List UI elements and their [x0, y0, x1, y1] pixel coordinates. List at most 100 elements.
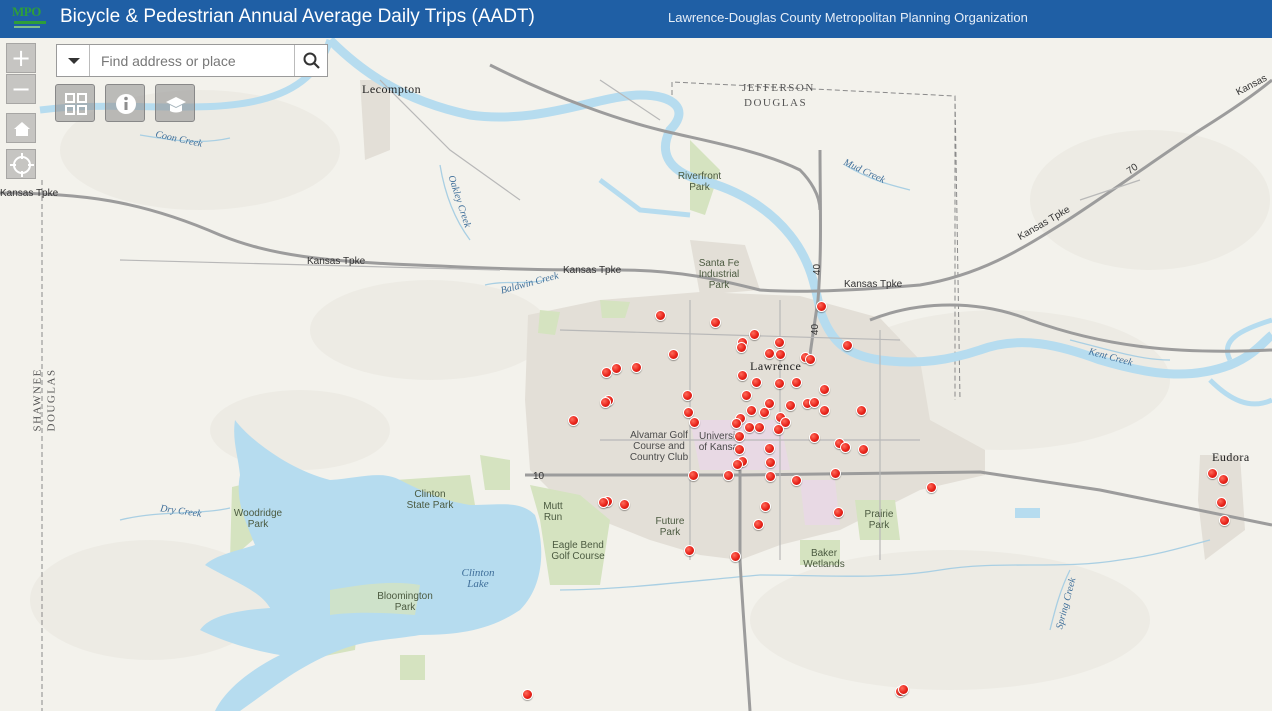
- count-location-marker[interactable]: [682, 390, 693, 401]
- about-button[interactable]: [105, 84, 145, 122]
- count-location-marker[interactable]: [611, 363, 622, 374]
- count-location-marker[interactable]: [898, 684, 909, 695]
- count-location-marker[interactable]: [737, 370, 748, 381]
- count-location-marker[interactable]: [1216, 497, 1227, 508]
- count-location-marker[interactable]: [842, 340, 853, 351]
- label-woodridge-park: Woodridge Park: [233, 508, 283, 530]
- count-location-marker[interactable]: [858, 444, 869, 455]
- label-kansas-tpke-3: Kansas Tpke: [844, 279, 903, 290]
- label-douglas-left: DOUGLAS: [45, 368, 58, 432]
- count-location-marker[interactable]: [1218, 474, 1229, 485]
- count-location-marker[interactable]: [723, 470, 734, 481]
- count-location-marker[interactable]: [764, 443, 775, 454]
- zoom-in-button[interactable]: +: [6, 43, 36, 73]
- count-location-marker[interactable]: [760, 501, 771, 512]
- logo-text: MPO: [12, 4, 41, 19]
- count-location-marker[interactable]: [805, 354, 816, 365]
- count-location-marker[interactable]: [734, 431, 745, 442]
- locate-icon: [10, 153, 34, 177]
- legend-layers-icon: [166, 97, 186, 113]
- about-info-icon: [116, 94, 136, 114]
- count-location-marker[interactable]: [689, 417, 700, 428]
- count-location-marker[interactable]: [568, 415, 579, 426]
- count-location-marker[interactable]: [773, 424, 784, 435]
- search-input[interactable]: [90, 45, 294, 76]
- count-location-marker[interactable]: [791, 475, 802, 486]
- count-location-marker[interactable]: [710, 317, 721, 328]
- count-location-marker[interactable]: [765, 471, 776, 482]
- count-location-marker[interactable]: [731, 418, 742, 429]
- count-location-marker[interactable]: [746, 405, 757, 416]
- home-icon: [14, 122, 30, 136]
- label-eudora: Eudora: [1212, 450, 1250, 464]
- map-canvas[interactable]: Lecompton JEFFERSON DOUGLAS SHAWNEE DOUG…: [0, 38, 1272, 711]
- label-alvamar: Alvamar Golf Course and Country Club: [629, 430, 689, 463]
- home-button[interactable]: [6, 113, 36, 143]
- count-location-marker[interactable]: [856, 405, 867, 416]
- count-location-marker[interactable]: [688, 470, 699, 481]
- count-location-marker[interactable]: [764, 398, 775, 409]
- app-subtitle: Lawrence-Douglas County Metropolitan Pla…: [668, 10, 1028, 25]
- count-location-marker[interactable]: [655, 310, 666, 321]
- label-kansas-tpke-1: Kansas Tpke: [307, 256, 366, 267]
- count-location-marker[interactable]: [600, 397, 611, 408]
- label-bloomington-park: Bloomington Park: [377, 591, 433, 613]
- label-lawrence: Lawrence: [750, 359, 802, 373]
- count-location-marker[interactable]: [619, 499, 630, 510]
- count-location-marker[interactable]: [1207, 468, 1218, 479]
- count-location-marker[interactable]: [774, 378, 785, 389]
- label-clinton-lake: Clinton Lake: [461, 567, 495, 590]
- app-title: Bicycle & Pedestrian Annual Average Dail…: [60, 6, 535, 27]
- count-location-marker[interactable]: [730, 551, 741, 562]
- locate-button[interactable]: [6, 149, 36, 179]
- label-us40-south: 40: [810, 323, 822, 336]
- count-location-marker[interactable]: [684, 545, 695, 556]
- count-location-marker[interactable]: [765, 457, 776, 468]
- count-location-marker[interactable]: [819, 405, 830, 416]
- count-location-marker[interactable]: [926, 482, 937, 493]
- count-location-marker[interactable]: [764, 348, 775, 359]
- count-location-marker[interactable]: [791, 377, 802, 388]
- count-location-marker[interactable]: [840, 442, 851, 453]
- legend-button[interactable]: [155, 84, 195, 122]
- label-kansas-tpke-2: Kansas Tpke: [563, 265, 622, 276]
- label-future-park: Future Park: [655, 516, 685, 538]
- label-route-10: 10: [533, 471, 545, 482]
- label-clinton-state-park: Clinton State Park: [406, 489, 454, 511]
- count-location-marker[interactable]: [749, 329, 760, 340]
- label-douglas-top: DOUGLAS: [744, 97, 808, 109]
- count-location-marker[interactable]: [522, 689, 533, 700]
- count-location-marker[interactable]: [631, 362, 642, 373]
- app-header: MPO Bicycle & Pedestrian Annual Average …: [0, 0, 1272, 38]
- zoom-out-button[interactable]: −: [6, 74, 36, 104]
- count-location-marker[interactable]: [734, 444, 745, 455]
- mpo-logo: MPO: [10, 3, 50, 35]
- count-location-marker[interactable]: [775, 349, 786, 360]
- count-location-marker[interactable]: [809, 397, 820, 408]
- count-location-marker[interactable]: [1219, 515, 1230, 526]
- count-location-marker[interactable]: [780, 417, 791, 428]
- basemap-gallery-button[interactable]: [55, 84, 95, 122]
- search-button[interactable]: [294, 45, 327, 76]
- count-location-marker[interactable]: [774, 337, 785, 348]
- count-location-marker[interactable]: [819, 384, 830, 395]
- count-location-marker[interactable]: [601, 367, 612, 378]
- search-source-dropdown[interactable]: [57, 45, 90, 76]
- count-location-marker[interactable]: [598, 497, 609, 508]
- count-location-marker[interactable]: [751, 377, 762, 388]
- count-location-marker[interactable]: [785, 400, 796, 411]
- count-location-marker[interactable]: [809, 432, 820, 443]
- count-location-marker[interactable]: [668, 349, 679, 360]
- count-location-marker[interactable]: [683, 407, 694, 418]
- label-riverfront-park: Riverfront Park: [677, 171, 722, 193]
- count-location-marker[interactable]: [741, 390, 752, 401]
- count-location-marker[interactable]: [830, 468, 841, 479]
- count-location-marker[interactable]: [753, 519, 764, 530]
- count-location-marker[interactable]: [736, 342, 747, 353]
- count-location-marker[interactable]: [754, 422, 765, 433]
- count-location-marker[interactable]: [816, 301, 827, 312]
- count-location-marker[interactable]: [759, 407, 770, 418]
- count-location-marker[interactable]: [833, 507, 844, 518]
- count-location-marker[interactable]: [732, 459, 743, 470]
